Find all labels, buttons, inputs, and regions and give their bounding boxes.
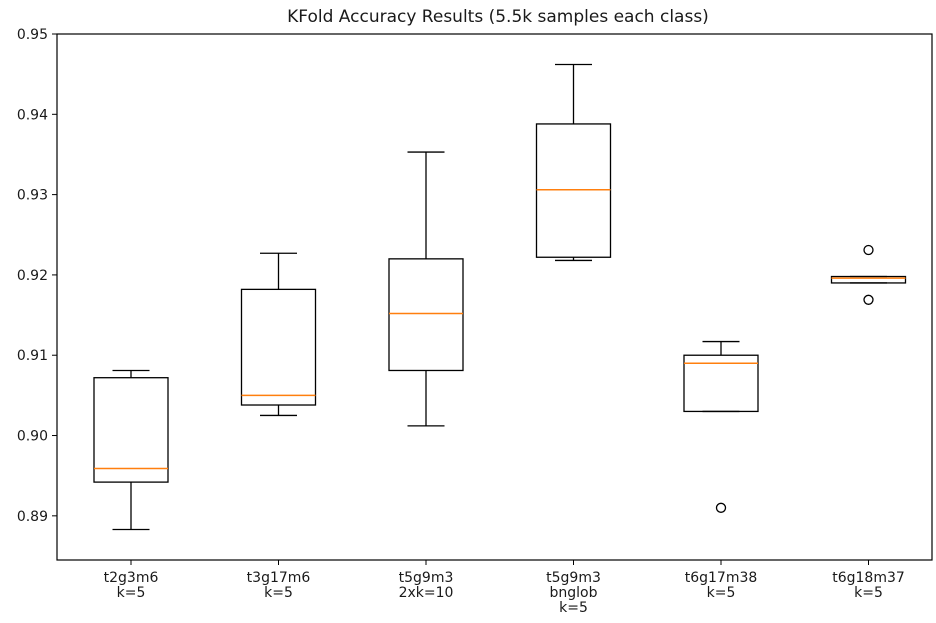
x-tick-label-line: 2xk=10 xyxy=(399,585,454,601)
x-tick-label-line: bnglob xyxy=(550,585,598,601)
x-tick-label-line: t6g18m37 xyxy=(832,570,905,586)
x-tick-label-line: k=5 xyxy=(707,585,736,601)
x-tick-label: t2g3m6 k=5 xyxy=(104,570,159,601)
y-tick-label: 0.90 xyxy=(17,429,48,445)
box xyxy=(535,123,612,258)
box xyxy=(388,258,464,372)
box xyxy=(830,275,907,284)
x-tick-label-line: k=5 xyxy=(559,600,588,616)
x-tick-label: t6g17m38 k=5 xyxy=(685,570,758,601)
x-tick-label-line: t2g3m6 xyxy=(104,570,159,586)
x-tick-label: t6g18m37 k=5 xyxy=(832,570,905,601)
y-tick-label: 0.91 xyxy=(17,348,48,364)
y-tick-label: 0.93 xyxy=(17,188,48,204)
y-tick-label: 0.94 xyxy=(17,107,48,123)
outlier-point xyxy=(863,244,874,256)
box xyxy=(93,377,169,483)
x-tick-label-line: t5g9m3 xyxy=(399,570,454,586)
box xyxy=(240,288,317,406)
x-tick-label-line: t3g17m6 xyxy=(247,570,311,586)
box xyxy=(683,354,759,413)
x-tick-label-line: t5g9m3 xyxy=(546,570,601,586)
plot-frame xyxy=(56,33,933,561)
x-tick-label: t5g9m3 bnglob k=5 xyxy=(546,570,601,616)
x-tick-label-line: k=5 xyxy=(264,585,293,601)
y-tick-label: 0.95 xyxy=(17,27,48,43)
x-tick-label-line: k=5 xyxy=(117,585,146,601)
y-tick-label: 0.92 xyxy=(17,268,48,284)
outlier-point xyxy=(715,502,727,513)
x-tick-label: t5g9m3 2xk=10 xyxy=(399,570,454,601)
chart-title: KFold Accuracy Results (5.5k samples eac… xyxy=(287,7,709,27)
x-tick-label-line: k=5 xyxy=(854,585,883,601)
y-tick-label: 0.89 xyxy=(17,509,48,525)
x-tick-label: t3g17m6 k=5 xyxy=(247,570,311,601)
x-tick-label-line: t6g17m38 xyxy=(685,570,758,586)
outlier-point xyxy=(863,294,874,305)
